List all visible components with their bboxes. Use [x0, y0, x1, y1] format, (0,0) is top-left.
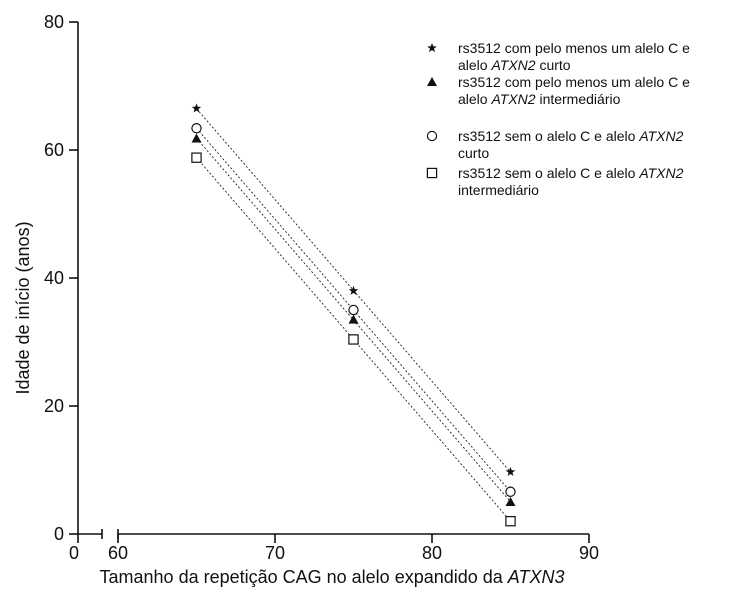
- x-tick-label: 70: [265, 543, 285, 563]
- y-tick-label: 80: [44, 12, 64, 32]
- data-point-triangle: [505, 497, 516, 506]
- data-points: [191, 103, 516, 527]
- legend-label: alelo ATXN2 intermediário: [458, 91, 621, 107]
- legend-label: curto: [458, 145, 489, 161]
- legend-label: rs3512 com pelo menos um alelo C e: [458, 74, 690, 90]
- x-tick-label: 90: [579, 543, 599, 563]
- legend-label: intermediário: [458, 182, 539, 198]
- y-tick-label: 0: [54, 524, 64, 544]
- legend-marker-star: [427, 43, 437, 53]
- data-point-circle: [191, 123, 202, 134]
- data-point-star: [348, 285, 359, 295]
- data-point-star: [191, 103, 202, 113]
- legend-label: rs3512 com pelo menos um alelo C e: [458, 40, 690, 56]
- legend-marker-circle: [426, 130, 438, 142]
- data-point-circle: [505, 486, 516, 497]
- data-point-circle: [348, 304, 359, 316]
- x-tick-label: 60: [108, 543, 128, 563]
- legend-marker-square: [426, 167, 438, 179]
- data-point-star: [505, 466, 516, 476]
- y-tick-label: 60: [44, 140, 64, 160]
- y-tick-label: 40: [44, 268, 64, 288]
- x-tick-label: 80: [422, 543, 442, 563]
- x-axis-title: Tamanho da repetição CAG no alelo expand…: [100, 567, 565, 587]
- data-point-square: [348, 334, 359, 345]
- legend-label: alelo ATXN2 curto: [458, 57, 571, 73]
- y-tick-label: 20: [44, 396, 64, 416]
- x-tick-label: 0: [69, 543, 79, 563]
- y-axis-title: Idade de início (anos): [13, 221, 33, 394]
- data-point-square: [191, 152, 202, 163]
- data-point-triangle: [191, 133, 202, 143]
- data-point-triangle: [348, 314, 359, 324]
- axes: 0 20 40 60 80 0 60 70 80 90 Tamanho da repetição C…: [13, 12, 599, 587]
- legend-label: rs3512 sem o alelo C e alelo ATXN2: [458, 128, 684, 144]
- legend: rs3512 com pelo menos um alelo C ealelo …: [426, 40, 690, 198]
- legend-marker-triangle: [427, 77, 437, 86]
- legend-label: rs3512 sem o alelo C e alelo ATXN2: [458, 165, 684, 181]
- data-point-square: [505, 515, 516, 527]
